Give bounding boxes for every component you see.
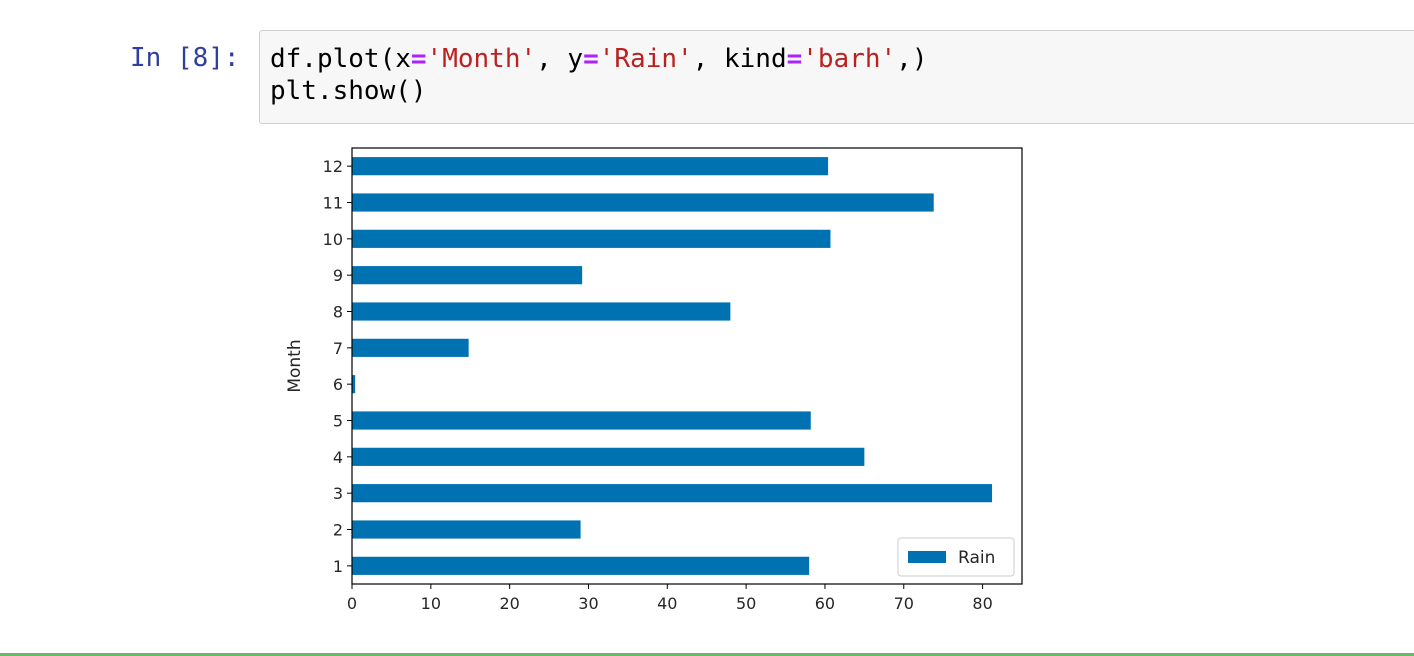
code-token: df.plot(x [270, 44, 411, 74]
bar-month-8 [352, 302, 731, 321]
y-tick-label: 11 [323, 194, 343, 213]
cell-prompt: In [8]: [130, 43, 240, 73]
y-tick-label: 8 [333, 303, 343, 322]
x-tick-label: 50 [736, 594, 756, 613]
code-line: plt.show() [270, 76, 427, 106]
bar-month-9 [352, 266, 583, 285]
code-line: df.plot(x='Month', y='Rain', kind='barh'… [270, 44, 927, 74]
legend-swatch-rain [908, 551, 946, 563]
bar-month-7 [352, 338, 469, 357]
bar-month-5 [352, 411, 811, 430]
x-tick-label: 80 [972, 594, 992, 613]
bar-month-2 [352, 520, 581, 539]
code-string-token: 'Month' [426, 44, 537, 74]
legend-label-rain: Rain [958, 548, 995, 568]
code-editor[interactable]: df.plot(x='Month', y='Rain', kind='barh'… [270, 43, 927, 107]
legend-box [897, 537, 1015, 577]
code-cell-input[interactable]: df.plot(x='Month', y='Rain', kind='barh'… [259, 30, 1414, 124]
y-tick-label: 6 [333, 375, 343, 394]
code-operator-token: = [410, 44, 427, 74]
code-token: plt.show() [270, 76, 427, 106]
x-tick-label: 40 [657, 594, 677, 613]
x-tick-label: 60 [815, 594, 835, 613]
cell-output: 1 2 3 4 5 6 7 8 9 10 11 12 0 10 20 30 40 50 60 70 80 Month Rai… [270, 134, 1050, 634]
y-tick-label: 5 [333, 412, 343, 431]
bar-month-4 [352, 447, 865, 466]
code-string-token: 'barh' [802, 44, 897, 74]
code-string-token: 'Rain' [598, 44, 693, 74]
bar-month-6 [352, 375, 356, 394]
x-tick-label: 20 [499, 594, 519, 613]
y-tick-label: 2 [333, 521, 343, 540]
bar-month-12 [352, 157, 829, 176]
bar-month-11 [352, 193, 934, 212]
code-token: ,) [896, 44, 928, 74]
y-tick-label: 7 [333, 339, 343, 358]
x-tick-label: 10 [421, 594, 441, 613]
code-operator-token: = [583, 44, 599, 74]
x-tick-label: 30 [578, 594, 598, 613]
code-operator-token: = [786, 44, 803, 74]
y-tick-label: 12 [323, 157, 343, 176]
y-tick-label: 10 [323, 230, 343, 249]
code-token: , y [536, 44, 584, 74]
bar-month-3 [352, 484, 993, 503]
plot-frame [351, 147, 1023, 585]
bar-month-10 [352, 229, 831, 248]
y-tick-label: 9 [333, 266, 343, 285]
bar-month-1 [352, 556, 810, 575]
code-token: , kind [692, 44, 787, 74]
y-tick-label: 1 [333, 557, 343, 576]
y-axis-label: Month [285, 339, 305, 392]
y-tick-label: 4 [333, 448, 343, 467]
cell-selection-border [0, 653, 1414, 656]
x-tick-label: 0 [347, 594, 357, 613]
x-tick-label: 70 [894, 594, 914, 613]
y-tick-label: 3 [333, 484, 343, 503]
